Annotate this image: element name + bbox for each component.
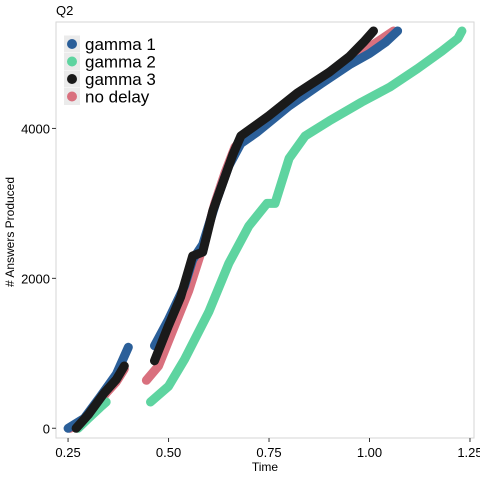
x-tick-label: 1.00 — [357, 445, 382, 460]
legend-label-gamma-1: gamma 1 — [85, 35, 156, 54]
x-axis-label: Time — [252, 460, 279, 474]
y-axis-label: # Answers Produced — [3, 177, 17, 287]
series-gamma-3-segment-2 — [150, 26, 378, 366]
legend-marker-gamma-1 — [67, 39, 77, 49]
chart-title: Q2 — [56, 3, 73, 18]
legend-marker-gamma-2 — [67, 56, 77, 67]
legend-label-gamma-2: gamma 2 — [85, 53, 156, 72]
series-gamma-2-segment-2 — [146, 26, 467, 407]
x-tick-label: 0.25 — [55, 445, 80, 460]
legend-marker-gamma-3 — [67, 74, 77, 84]
legend-marker-no-delay — [67, 91, 77, 102]
legend-label-no-delay: no delay — [85, 88, 150, 107]
x-axis-ticks: 0.25 0.50 0.75 1.00 1.25 — [55, 438, 480, 460]
x-tick-label: 1.25 — [457, 445, 480, 460]
y-tick-label: 4000 — [21, 121, 50, 136]
y-tick-label: 2000 — [21, 271, 50, 286]
x-tick-label: 0.75 — [256, 445, 281, 460]
series-gamma-3-segment-1 — [71, 361, 129, 433]
legend-label-gamma-3: gamma 3 — [85, 70, 156, 89]
y-tick-label: 0 — [43, 421, 50, 436]
series-layer — [63, 26, 467, 433]
x-tick-label: 0.50 — [156, 445, 181, 460]
y-axis-ticks: 0 2000 4000 — [21, 121, 56, 436]
